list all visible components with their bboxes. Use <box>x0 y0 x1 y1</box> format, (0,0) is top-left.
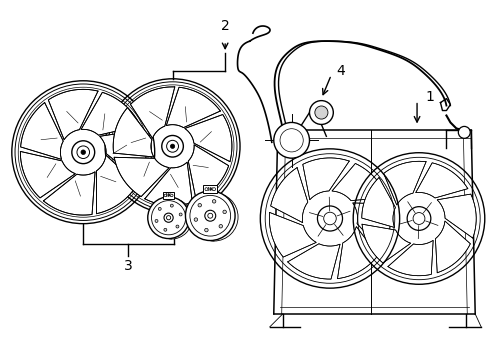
Circle shape <box>314 106 327 119</box>
Circle shape <box>219 225 222 228</box>
Polygon shape <box>188 145 228 201</box>
Circle shape <box>77 146 89 158</box>
Circle shape <box>223 210 226 213</box>
Circle shape <box>170 204 173 207</box>
Polygon shape <box>113 108 154 157</box>
Circle shape <box>151 198 191 239</box>
Polygon shape <box>43 172 95 215</box>
Circle shape <box>309 100 333 125</box>
Text: 3: 3 <box>124 259 133 273</box>
Circle shape <box>198 203 201 207</box>
Circle shape <box>170 144 174 148</box>
Polygon shape <box>96 155 137 214</box>
Polygon shape <box>387 240 432 276</box>
Polygon shape <box>20 103 63 159</box>
Circle shape <box>81 150 85 154</box>
Circle shape <box>212 199 215 203</box>
Text: NX: NX <box>165 193 171 198</box>
Text: 4: 4 <box>336 64 345 78</box>
Circle shape <box>204 188 207 191</box>
Circle shape <box>162 135 183 157</box>
Circle shape <box>166 216 170 220</box>
Polygon shape <box>100 130 146 180</box>
Circle shape <box>158 207 161 210</box>
Circle shape <box>179 213 182 216</box>
Polygon shape <box>331 163 386 201</box>
Circle shape <box>273 122 309 158</box>
Text: 1: 1 <box>424 90 433 104</box>
Circle shape <box>185 191 235 240</box>
Circle shape <box>163 228 166 231</box>
Circle shape <box>163 213 173 222</box>
Polygon shape <box>361 177 395 228</box>
Circle shape <box>323 212 336 225</box>
Circle shape <box>166 140 178 152</box>
Text: 2: 2 <box>220 19 229 33</box>
Polygon shape <box>361 224 410 263</box>
Polygon shape <box>166 87 220 128</box>
Polygon shape <box>436 194 475 238</box>
Polygon shape <box>287 244 340 279</box>
Circle shape <box>207 213 212 218</box>
FancyBboxPatch shape <box>203 185 217 193</box>
Polygon shape <box>144 162 192 206</box>
Circle shape <box>147 197 189 239</box>
Circle shape <box>194 218 197 221</box>
Circle shape <box>204 210 215 221</box>
Circle shape <box>317 206 342 231</box>
Polygon shape <box>114 157 169 197</box>
Polygon shape <box>434 221 469 273</box>
Polygon shape <box>184 114 231 162</box>
Circle shape <box>176 225 179 228</box>
Circle shape <box>407 207 430 230</box>
Circle shape <box>155 220 158 222</box>
Circle shape <box>170 194 173 197</box>
Polygon shape <box>130 87 174 138</box>
Polygon shape <box>337 226 377 279</box>
Circle shape <box>457 126 469 138</box>
Circle shape <box>189 193 238 241</box>
Polygon shape <box>270 168 307 223</box>
Circle shape <box>212 188 215 191</box>
Polygon shape <box>20 152 75 198</box>
Circle shape <box>164 194 166 197</box>
Polygon shape <box>81 92 140 135</box>
Polygon shape <box>302 158 348 200</box>
Polygon shape <box>269 212 316 257</box>
Polygon shape <box>415 163 467 198</box>
Polygon shape <box>383 161 425 205</box>
Polygon shape <box>48 89 98 140</box>
Circle shape <box>204 228 208 232</box>
Polygon shape <box>352 203 390 250</box>
Circle shape <box>412 212 424 224</box>
Text: NX: NX <box>207 187 213 192</box>
Circle shape <box>72 141 95 164</box>
FancyBboxPatch shape <box>163 192 174 198</box>
